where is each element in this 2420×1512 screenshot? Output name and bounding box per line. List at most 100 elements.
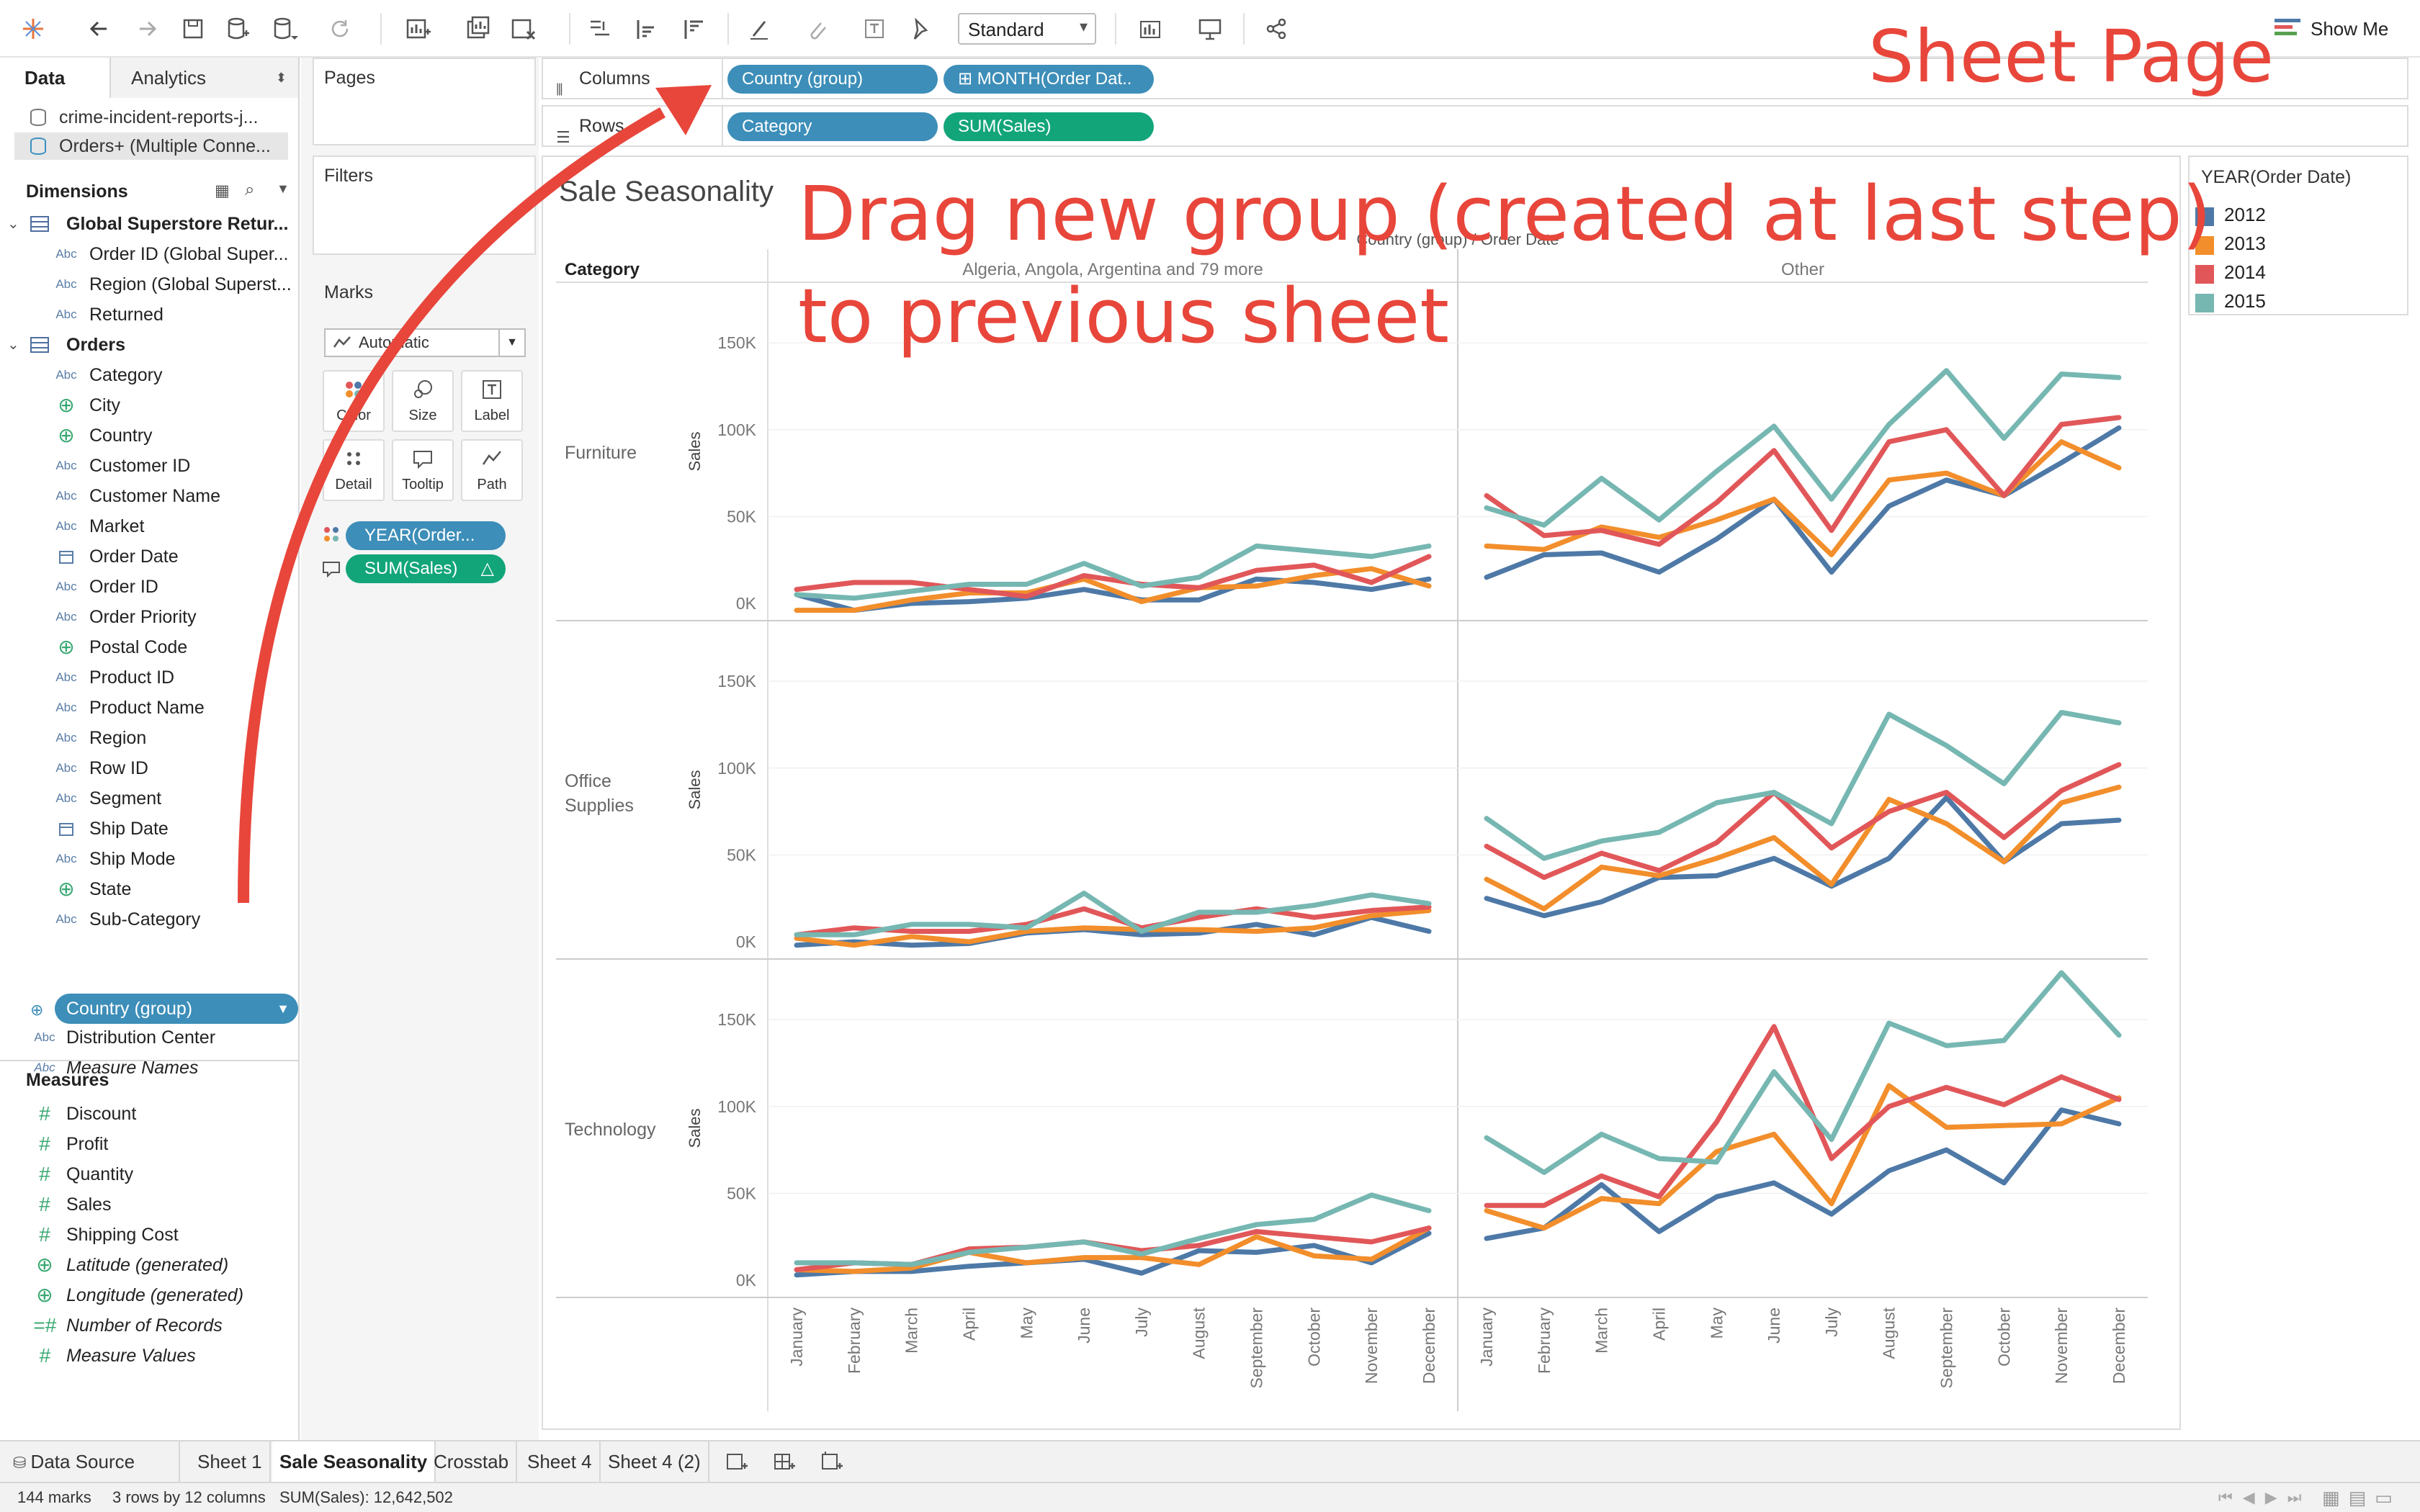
legend-item[interactable]: 2013 [2195, 229, 2266, 258]
tab-crosstab[interactable]: Crosstab [426, 1441, 518, 1482]
view-toggle-icon[interactable]: ▦ [215, 181, 230, 199]
table-header[interactable]: ⌄ Orders [0, 330, 298, 360]
legend-item[interactable]: 2012 [2195, 200, 2266, 229]
redo-icon[interactable] [130, 12, 164, 46]
color-legend[interactable]: YEAR(Order Date) 2012 2013 2014 2015 [2188, 156, 2408, 315]
new-worksheet-icon[interactable] [719, 1444, 753, 1479]
dimension-field[interactable]: Abc Product Name [52, 693, 290, 723]
dimension-field[interactable]: Abc Product ID [52, 662, 290, 693]
dimension-field[interactable]: Abc Region [52, 723, 290, 753]
tab-sheet-1[interactable]: Sheet 1 [190, 1441, 271, 1482]
sort-ascending-icon[interactable] [628, 12, 663, 46]
share-icon[interactable] [1259, 12, 1294, 46]
fix-axes-icon[interactable] [903, 12, 938, 46]
dimension-field[interactable]: ⊕ Country [52, 420, 290, 451]
category-row-pill[interactable]: Category [727, 112, 938, 141]
measure-field[interactable]: ⊕ Latitude (generated) [30, 1250, 290, 1280]
sum-sales-row-pill[interactable]: SUM(Sales) [944, 112, 1154, 141]
series-line-2014[interactable] [794, 554, 1432, 599]
new-story-icon[interactable] [814, 1444, 848, 1479]
pause-updates-icon[interactable] [266, 12, 301, 46]
series-line-2013[interactable] [794, 566, 1432, 613]
dimension-field[interactable]: Abc Returned [52, 300, 290, 330]
series-line-2015[interactable] [1484, 970, 2122, 1175]
columns-shelf[interactable]: ⦀ Columns Country (group) ⊞ MONTH(Order … [542, 58, 2408, 99]
measure-field[interactable]: # Sales [30, 1189, 290, 1220]
series-line-2014[interactable] [1484, 1024, 2122, 1208]
legend-item[interactable]: 2014 [2195, 258, 2266, 287]
tableau-logo-icon[interactable] [16, 12, 50, 46]
dimension-field[interactable]: Abc Category [52, 360, 290, 390]
dimension-field[interactable]: Abc Segment [52, 783, 290, 814]
series-line-2015[interactable] [794, 891, 1432, 937]
measure-field[interactable]: # Quantity [30, 1159, 290, 1189]
dimension-field[interactable]: ⊕ City [52, 390, 290, 420]
series-line-2015[interactable] [1484, 710, 2122, 861]
sort-descending-icon[interactable] [676, 12, 710, 46]
dimension-field[interactable]: ⊕ State [52, 874, 290, 904]
dimension-field[interactable]: Abc Row ID [52, 753, 290, 783]
series-line-2013[interactable] [1484, 784, 2122, 912]
show-me-button[interactable]: Show Me [2275, 13, 2388, 45]
new-dashboard-icon[interactable] [766, 1444, 801, 1479]
dimension-field[interactable]: Abc Ship Mode [52, 844, 290, 874]
dimension-field[interactable]: Abc Distribution Center [30, 1022, 290, 1053]
presentation-mode-icon[interactable] [1193, 12, 1227, 46]
fit-dropdown[interactable]: Standard ▾ [958, 13, 1096, 45]
dimension-field[interactable]: Abc Customer Name [52, 481, 290, 511]
duplicate-sheet-icon[interactable] [461, 12, 496, 46]
series-line-2015[interactable] [794, 543, 1432, 601]
tab-data[interactable]: Data [0, 58, 111, 98]
refresh-icon[interactable] [323, 12, 357, 46]
chevron-down-icon[interactable]: ⌄ [7, 337, 19, 353]
worksheet-view[interactable]: Sale Seasonality [542, 156, 2181, 1430]
country-group-pill[interactable]: Country (group) ▼ [55, 994, 298, 1024]
dimension-field[interactable]: Abc Market [52, 511, 290, 541]
rows-shelf[interactable]: ☰ Rows Category SUM(Sales) [542, 105, 2408, 147]
tab-sheet-4-2[interactable]: Sheet 4 (2) [601, 1441, 709, 1482]
series-line-2012[interactable] [1484, 425, 2122, 580]
view-mode-icon[interactable]: ▦▤▭ [2322, 1487, 2401, 1508]
chevron-down-icon[interactable]: ⌄ [7, 216, 19, 232]
clear-sheet-icon[interactable] [506, 12, 540, 46]
legend-item[interactable]: 2015 [2195, 287, 2266, 315]
dimension-field[interactable]: Abc Order Priority [52, 602, 290, 632]
dimension-field[interactable]: Abc Sub-Category [52, 904, 290, 935]
month-order-date-pill[interactable]: ⊞ MONTH(Order Dat.. [944, 65, 1154, 94]
series-line-2015[interactable] [1484, 368, 2122, 528]
measure-field[interactable]: # Profit [30, 1129, 290, 1159]
dimension-field[interactable]: Order Date [52, 541, 290, 572]
series-line-2014[interactable] [794, 904, 1432, 937]
series-line-2014[interactable] [1484, 762, 2122, 881]
series-line-2013[interactable] [794, 1225, 1432, 1274]
swap-rows-columns-icon[interactable] [582, 12, 617, 46]
show-labels-icon[interactable] [857, 12, 892, 46]
group-members-icon[interactable] [799, 12, 834, 46]
pager-icon[interactable]: ⏮◀▶⏭ [2218, 1488, 2312, 1506]
series-line-2012[interactable] [794, 1230, 1432, 1278]
tab-sheet-4[interactable]: Sheet 4 [520, 1441, 601, 1482]
measure-field[interactable]: # Discount [30, 1099, 290, 1129]
undo-icon[interactable] [82, 12, 117, 46]
data-source-item[interactable]: crime-incident-reports-j... [14, 104, 288, 131]
series-line-2012[interactable] [794, 914, 1432, 948]
series-line-2014[interactable] [1484, 415, 2122, 547]
dimension-field[interactable]: Abc Order ID [52, 572, 290, 602]
show-cards-icon[interactable] [1135, 12, 1170, 46]
tab-sale-seasonality[interactable]: Sale Seasonality [272, 1441, 436, 1482]
dimension-field[interactable]: Abc Customer ID [52, 451, 290, 481]
measure-field[interactable]: =# Number of Records [30, 1310, 290, 1341]
country-group-column-pill[interactable]: Country (group) [727, 65, 938, 94]
series-line-2015[interactable] [794, 1192, 1432, 1267]
dimension-field[interactable]: ⊕ Postal Code [52, 632, 290, 662]
new-worksheet-icon[interactable] [400, 12, 435, 46]
dimension-field[interactable]: Ship Date [52, 814, 290, 844]
series-line-2012[interactable] [1484, 1107, 2122, 1241]
tab-analytics[interactable]: Analytics ⬍ [111, 58, 298, 98]
series-line-2013[interactable] [794, 908, 1432, 948]
new-data-source-icon[interactable] [220, 12, 255, 46]
measure-field[interactable]: # Shipping Cost [30, 1220, 290, 1250]
highlight-icon[interactable] [742, 12, 776, 46]
measure-field[interactable]: ⊕ Longitude (generated) [30, 1280, 290, 1310]
